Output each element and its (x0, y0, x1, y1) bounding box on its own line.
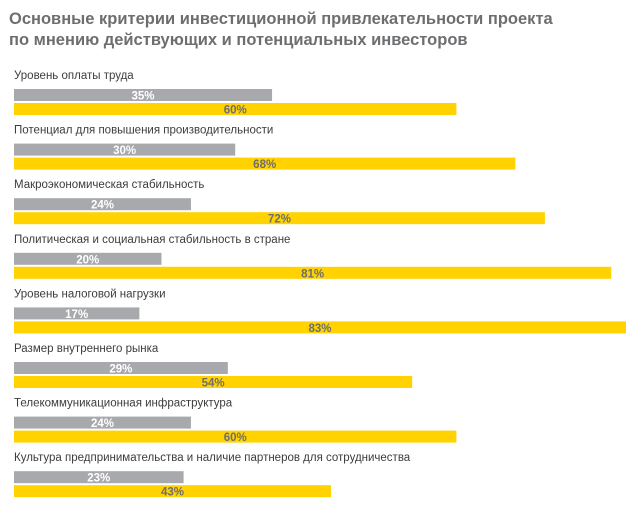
data-label: 29% (109, 364, 132, 376)
data-label: 60% (224, 105, 247, 117)
data-label: 35% (132, 91, 155, 103)
data-label: 24% (91, 200, 114, 212)
chart-title-line-1: Основные критерии инвестиционной привлек… (9, 10, 553, 28)
data-label: 72% (268, 214, 291, 226)
category-label: Культура предпринимательства и наличие п… (14, 452, 411, 464)
bar-series-1 (14, 89, 273, 101)
category-label: Уровень оплаты труда (14, 70, 134, 82)
bar-series-2 (14, 430, 457, 443)
category-label: Размер внутреннего рынка (14, 343, 159, 355)
bar-series-1 (14, 143, 236, 156)
bar-series-1 (14, 471, 184, 484)
bar-series-2 (14, 485, 332, 498)
data-label: 81% (301, 268, 324, 280)
category-label: Телекоммуникационная инфраструктура (14, 398, 233, 410)
data-label: 68% (253, 159, 276, 171)
chart-title: Основные критерии инвестиционной привлек… (9, 9, 609, 51)
bar-series-2 (14, 266, 612, 279)
data-label: 43% (161, 487, 184, 499)
bar-series-1 (14, 362, 228, 374)
data-label: 83% (308, 323, 331, 335)
data-label: 54% (202, 378, 225, 390)
bar-series-1 (14, 416, 191, 429)
bar-series-2 (14, 212, 545, 225)
bar-series-2 (14, 376, 413, 388)
bar-series-2 (14, 321, 626, 334)
data-label: 17% (65, 309, 88, 321)
bar-series-1 (14, 252, 162, 265)
category-label: Уровень налоговой нагрузки (14, 288, 166, 300)
bar-series-1 (14, 307, 140, 320)
data-label: 30% (113, 145, 136, 157)
data-label: 60% (224, 432, 247, 444)
category-label: Макроэкономическая стабильность (14, 179, 204, 191)
data-label: 20% (76, 254, 99, 266)
bar-series-1 (14, 198, 191, 211)
chart-title-line-2: по мнению действующих и потенциальных ин… (9, 31, 468, 49)
bar-series-2 (14, 157, 516, 170)
data-label: 24% (91, 418, 114, 430)
bar-series-2 (14, 103, 457, 115)
category-label: Потенциал для повышения производительнос… (14, 125, 273, 137)
data-label: 23% (87, 473, 110, 485)
category-label: Политическая и социальная стабильность в… (14, 234, 290, 246)
